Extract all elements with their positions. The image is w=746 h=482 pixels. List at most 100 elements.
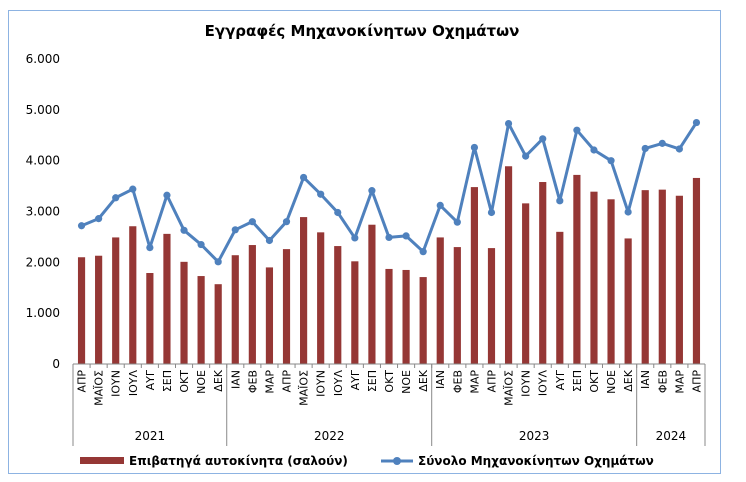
y-axis: 0 1.000 2.000 3.000 4.000 5.000 6.000: [26, 52, 60, 371]
x-tick-label: ΑΥΓ: [349, 369, 362, 390]
line-point: [692, 118, 701, 127]
line-point: [590, 146, 598, 154]
line-point: [624, 208, 632, 216]
bar: [675, 195, 683, 364]
x-tick-label: ΙΟΥΝ: [520, 370, 533, 397]
line-point: [436, 201, 444, 209]
x-tick-label: ΝΟΕ: [195, 370, 208, 394]
x-tick-label: ΑΥΓ: [144, 369, 157, 390]
x-year-label: 2024: [656, 429, 687, 443]
line-point: [146, 243, 154, 252]
x-tick-label: ΝΟΕ: [400, 370, 413, 394]
line-point: [334, 208, 342, 217]
x-tick-label: ΔΕΚ: [622, 369, 635, 391]
x-tick-label: ΙΑΝ: [639, 370, 652, 389]
y-tick-label: 4.000: [26, 154, 60, 168]
bar: [95, 255, 103, 364]
x-tick-label: ΟΚΤ: [588, 370, 601, 393]
line-point: [573, 126, 581, 134]
line-point: [265, 236, 274, 245]
x-tick-label: ΣΕΠ: [366, 370, 379, 392]
x-tick-label: ΣΕΠ: [161, 370, 174, 392]
bar: [504, 166, 513, 364]
line-point: [402, 232, 410, 240]
legend-line-marker: [393, 457, 401, 465]
bar: [282, 249, 291, 364]
bar: [197, 276, 205, 364]
x-tick-label: ΙΑΝ: [229, 370, 242, 389]
x-tick-label: ΜΑΡ: [673, 370, 686, 394]
line-point: [299, 173, 308, 182]
line-point: [112, 194, 120, 202]
bar: [300, 217, 308, 364]
bar: [317, 232, 325, 364]
x-tick-label: ΙΑΝ: [434, 370, 447, 389]
x-tick-label: ΑΠΡ: [76, 370, 89, 393]
legend-line-label: Σύνολο Μηχανοκίνητων Οχημάτων: [418, 454, 654, 468]
bar: [658, 189, 666, 364]
bar: [112, 237, 120, 364]
x-tick-label: ΑΥΓ: [554, 369, 567, 390]
legend-bar-label: Επιβατηγά αυτοκίνητα (σαλούν): [129, 454, 348, 468]
line-point: [385, 233, 393, 242]
line-point: [419, 248, 427, 256]
bar: [265, 267, 274, 364]
x-tick-label: ΦΕΒ: [246, 370, 259, 393]
x-tick-label: ΟΚΤ: [383, 370, 396, 393]
bar: [692, 177, 701, 364]
x-tick-label: ΣΕΠ: [571, 370, 584, 392]
x-tick-label: ΑΠΡ: [690, 370, 703, 393]
bar: [214, 284, 222, 364]
x-tick-label: ΜΑΪΟΣ: [93, 370, 106, 406]
x-tick-label: ΦΕΒ: [451, 370, 464, 393]
bar: [351, 261, 359, 364]
x-tick-label: ΑΠΡ: [485, 370, 498, 393]
bar: [487, 248, 496, 364]
x-tick-label: ΔΕΚ: [417, 369, 430, 391]
line-point: [317, 190, 325, 198]
bar: [453, 247, 461, 364]
line-point: [197, 240, 205, 249]
line-point: [95, 215, 103, 223]
line-point: [129, 185, 137, 193]
line-point: [556, 197, 564, 205]
x-tick-label: ΜΑΡ: [263, 370, 276, 394]
x-tick-label: ΙΟΥΛ: [127, 370, 140, 397]
legend: Επιβατηγά αυτοκίνητα (σαλούν) Σύνολο Μηχ…: [80, 454, 654, 468]
x-tick-label: ΑΠΡ: [281, 370, 294, 393]
line-point: [351, 234, 359, 242]
line-point: [658, 139, 666, 147]
bar: [163, 233, 171, 364]
bar: [402, 269, 410, 364]
bar: [77, 257, 86, 364]
bar-series: [77, 166, 701, 364]
line-point: [487, 208, 496, 217]
x-tick-label: ΜΑΡ: [468, 370, 481, 394]
bar: [419, 277, 427, 364]
x-axis: ΑΠΡ ΜΑΪΟΣ ΙΟΥΝ ΙΟΥΛ ΑΥΓ ΣΕΠ ΟΚΤ ΝΟΕ ΔΕΚ ΙΑΝ ΦΕΒ ΜΑΡ…: [72, 363, 706, 446]
line-point: [248, 218, 256, 226]
bar: [539, 182, 547, 364]
x-tick-label: ΟΚΤ: [178, 370, 191, 393]
bar: [573, 174, 581, 364]
line-point: [641, 144, 649, 153]
x-tick-label: ΙΟΥΛ: [332, 370, 345, 397]
line-point: [522, 152, 530, 160]
x-tick-label: ΔΕΚ: [212, 369, 225, 391]
line-point: [607, 157, 615, 165]
bar: [248, 245, 256, 364]
x-tick-label: ΙΟΥΝ: [315, 370, 328, 397]
line-point: [77, 222, 86, 230]
y-tick-label: 6.000: [26, 52, 60, 66]
line-point: [453, 218, 461, 226]
line-point: [504, 119, 513, 128]
line-point: [539, 135, 547, 143]
y-tick-label: 3.000: [26, 205, 60, 219]
bar: [129, 226, 137, 364]
bar: [624, 238, 632, 364]
line-point: [180, 226, 188, 234]
line-point: [231, 226, 239, 234]
x-tick-label: ΙΟΥΛ: [537, 370, 550, 397]
line-point: [214, 258, 222, 266]
